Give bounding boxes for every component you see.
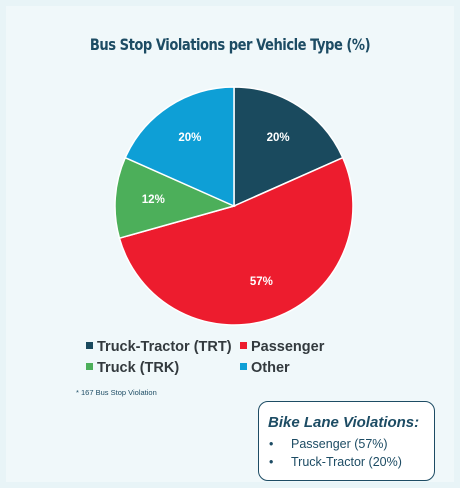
pie-data-labels: 20% 57% 12% 20% [142, 132, 290, 288]
bike-lane-item-label: Truck-Tractor (20%) [291, 455, 402, 469]
pie-data-label: 57% [250, 276, 273, 288]
legend-swatch-truck-tractor [86, 342, 93, 349]
bike-lane-item-truck-tractor: • Truck-Tractor (20%) [269, 455, 402, 469]
pie-slices [114, 86, 354, 326]
legend-label-other: Other [251, 360, 290, 376]
pie-data-label: 20% [178, 132, 201, 144]
legend-item-truck: Truck (TRK) [86, 360, 179, 376]
bike-lane-violations-box: Bike Lane Violations: • Passenger (57%) •… [258, 401, 435, 481]
chart-title: Bus Stop Violations per Vehicle Type (%) [89, 35, 371, 54]
legend-swatch-passenger [240, 342, 247, 349]
bullet: • [269, 437, 274, 451]
pie-slice-truck-trk [114, 156, 237, 240]
legend-item-other: Other [240, 360, 290, 376]
legend-swatch-truck [86, 363, 93, 370]
pie-slice-other [124, 86, 235, 208]
legend-item-truck-tractor: Truck-Tractor (TRT) [86, 339, 232, 355]
legend-item-passenger: Passenger [240, 339, 324, 355]
pie-slice-passenger [118, 156, 354, 326]
bike-lane-title: Bike Lane Violations: [268, 414, 420, 431]
pie-slice-truck-tractor-trt [233, 86, 344, 208]
legend-label-passenger: Passenger [251, 339, 325, 355]
footnote: * 167 Bus Stop Violation [76, 388, 157, 397]
legend-label-truck-tractor: Truck-Tractor (TRT) [97, 339, 232, 355]
legend-swatch-other [240, 363, 247, 370]
pie-data-label: 20% [267, 132, 290, 144]
legend-label-truck: Truck (TRK) [97, 360, 180, 376]
pie-data-label: 12% [142, 194, 165, 206]
bullet: • [269, 455, 274, 469]
bike-lane-item-label: Passenger (57%) [291, 437, 388, 451]
bike-lane-item-passenger: • Passenger (57%) [269, 437, 388, 451]
